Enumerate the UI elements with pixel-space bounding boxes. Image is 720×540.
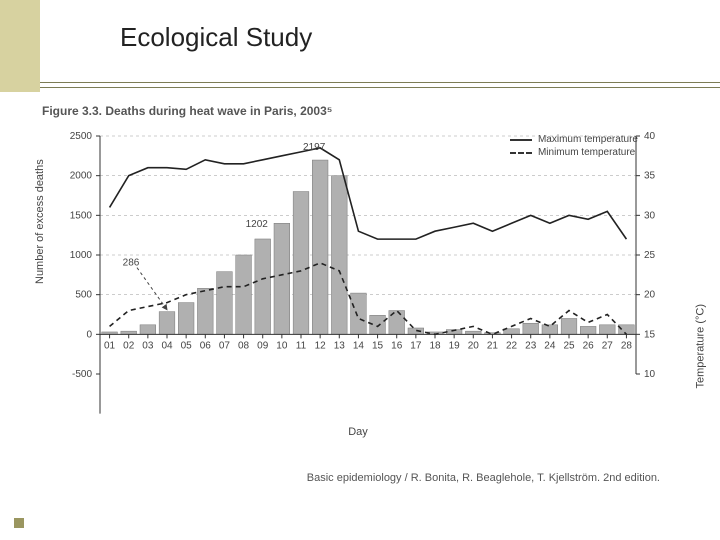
- bar-annotation: 286: [123, 258, 140, 269]
- svg-text:11: 11: [296, 340, 307, 351]
- svg-text:26: 26: [583, 340, 595, 351]
- citation: Basic epidemiology / R. Bonita, R. Beagl…: [307, 472, 660, 484]
- footer-bullet-icon: [14, 518, 24, 528]
- bar: [580, 326, 596, 334]
- line-max-temp: [110, 148, 627, 239]
- bar: [351, 293, 367, 334]
- slide: Ecological Study Figure 3.3. Deaths duri…: [0, 0, 720, 540]
- bar: [159, 312, 175, 335]
- svg-text:13: 13: [334, 340, 346, 351]
- bar-annotation: 2197: [303, 142, 326, 153]
- side-accent: [0, 0, 40, 92]
- figure-caption: Figure 3.3. Deaths during heat wave in P…: [40, 100, 680, 124]
- svg-text:25: 25: [644, 250, 656, 261]
- svg-text:18: 18: [429, 340, 441, 351]
- svg-text:40: 40: [644, 131, 656, 142]
- chart-svg: -500 0 500 1000 1500 2000 2500 10 15 20 25 30 35 40 01…: [40, 124, 676, 434]
- svg-text:35: 35: [644, 171, 656, 182]
- svg-text:04: 04: [161, 340, 173, 351]
- bar: [331, 176, 347, 335]
- bar: [599, 325, 615, 335]
- figure: Figure 3.3. Deaths during heat wave in P…: [40, 100, 680, 470]
- bar: [178, 303, 194, 335]
- svg-text:24: 24: [544, 340, 556, 351]
- svg-text:500: 500: [75, 290, 92, 301]
- svg-text:1000: 1000: [70, 250, 93, 261]
- bar: [293, 192, 309, 335]
- svg-text:-500: -500: [72, 369, 92, 380]
- svg-text:06: 06: [200, 340, 212, 351]
- svg-text:16: 16: [391, 340, 403, 351]
- bar: [523, 323, 539, 334]
- svg-text:25: 25: [563, 340, 575, 351]
- bar: [217, 272, 233, 335]
- svg-text:22: 22: [506, 340, 518, 351]
- svg-text:20: 20: [468, 340, 480, 351]
- svg-text:2500: 2500: [70, 131, 93, 142]
- bar: [274, 223, 290, 334]
- svg-text:0: 0: [86, 329, 92, 340]
- svg-text:10: 10: [644, 369, 656, 380]
- svg-text:15: 15: [644, 329, 656, 340]
- svg-text:15: 15: [372, 340, 384, 351]
- svg-text:10: 10: [276, 340, 288, 351]
- svg-text:28: 28: [621, 340, 633, 351]
- svg-text:1500: 1500: [70, 210, 93, 221]
- bar: [542, 325, 558, 335]
- bar: [197, 288, 213, 334]
- svg-text:03: 03: [142, 340, 154, 351]
- bar-annotation: 1202: [246, 219, 269, 230]
- svg-text:12: 12: [315, 340, 327, 351]
- y-axis-right-label: Temperature (°C): [694, 304, 706, 388]
- slide-title: Ecological Study: [120, 22, 312, 53]
- svg-text:08: 08: [238, 340, 250, 351]
- svg-text:20: 20: [644, 290, 656, 301]
- bar: [255, 239, 271, 334]
- top-rule: [40, 82, 720, 88]
- svg-text:2000: 2000: [70, 171, 93, 182]
- bar: [408, 328, 424, 334]
- svg-text:17: 17: [410, 340, 422, 351]
- chart: Number of excess deaths Temperature (°C)…: [40, 124, 676, 434]
- svg-text:05: 05: [181, 340, 193, 351]
- svg-text:27: 27: [602, 340, 614, 351]
- bar: [312, 160, 328, 334]
- svg-text:01: 01: [104, 340, 116, 351]
- bar: [236, 255, 252, 334]
- bar: [561, 318, 577, 334]
- svg-text:30: 30: [644, 210, 656, 221]
- svg-text:09: 09: [257, 340, 269, 351]
- svg-text:23: 23: [525, 340, 537, 351]
- svg-text:02: 02: [123, 340, 135, 351]
- svg-text:19: 19: [449, 340, 461, 351]
- svg-text:21: 21: [487, 340, 499, 351]
- svg-text:07: 07: [219, 340, 231, 351]
- svg-text:14: 14: [353, 340, 365, 351]
- bar: [140, 325, 156, 335]
- bar: [504, 329, 520, 335]
